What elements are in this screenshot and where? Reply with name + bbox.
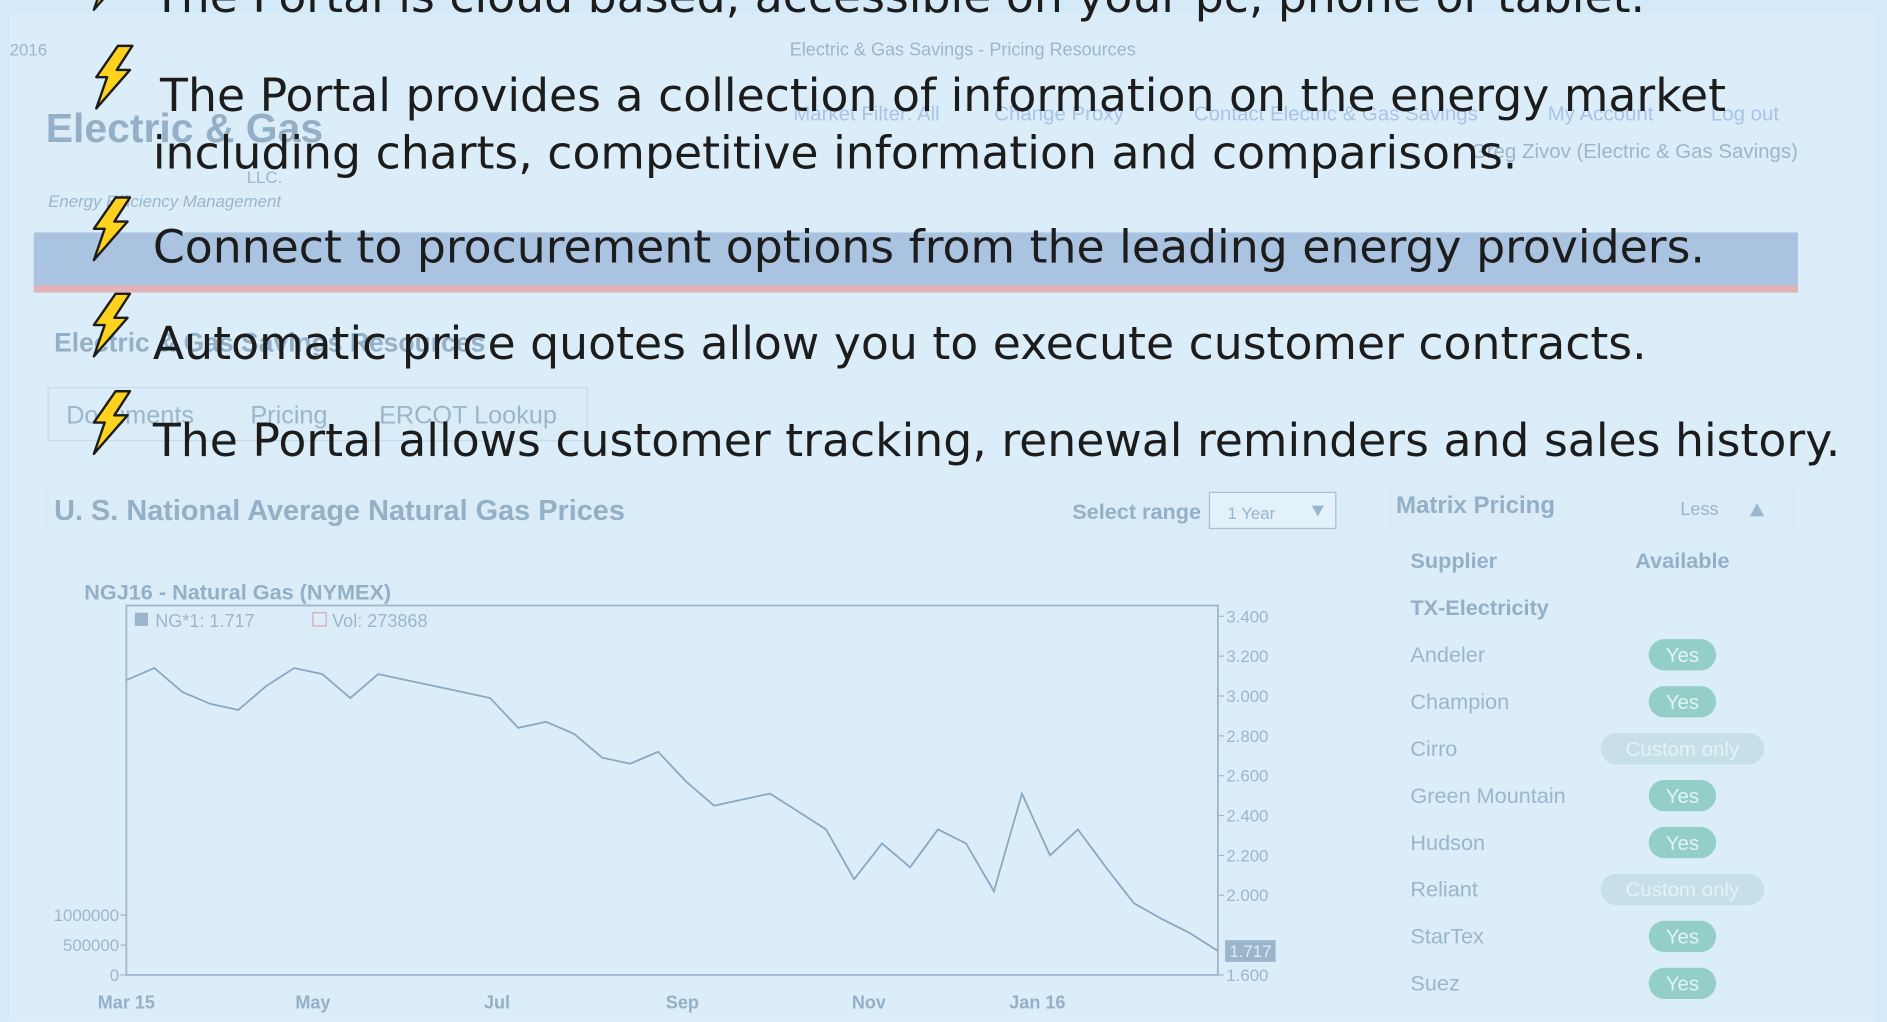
bolt-icon	[92, 196, 132, 262]
range-value[interactable]: 1 Year	[1228, 504, 1276, 523]
tabs-box	[47, 387, 588, 442]
user: Greg Zivov (Electric & Gas Savings)	[1471, 140, 1798, 163]
availability-pill	[1648, 920, 1717, 953]
range-label: Select range	[1072, 499, 1201, 524]
legend-entry: Vol: 273868	[332, 611, 427, 631]
x-tick-label: Nov	[852, 993, 886, 1013]
matrix-toggle[interactable]: Less	[1680, 499, 1718, 519]
tab[interactable]: Documents	[66, 402, 194, 430]
y-tick-label: 3.200	[1226, 647, 1268, 666]
nav-link[interactable]: Contact Electric & Gas Savings	[1194, 102, 1478, 125]
price-line	[126, 666, 1219, 952]
y-tick-label: 3.400	[1226, 607, 1268, 626]
nav-link[interactable]: Log out	[1711, 102, 1780, 125]
bullet-text: Connect to procurement options from the …	[153, 220, 1705, 273]
availability-pill	[1648, 686, 1717, 718]
legend-entry: NG*1: 1.717	[155, 611, 254, 631]
panel-header	[42, 487, 1342, 534]
availability-pill	[1648, 639, 1717, 671]
availability-pill	[1600, 873, 1765, 906]
bullet-text: The Portal allows customer tracking, ren…	[152, 414, 1840, 467]
nav-link[interactable]: Market Filter: All	[793, 102, 940, 125]
nav-link[interactable]: My Account	[1548, 102, 1654, 125]
last-price-label: 1.717	[1229, 942, 1271, 961]
x-tick-label: May	[295, 993, 330, 1013]
logo: Electric & Gas	[46, 105, 323, 151]
section-title: Electric & Gas Savings Resources	[54, 328, 485, 358]
availability: Yes	[1666, 973, 1699, 996]
availability: Yes	[1666, 926, 1699, 949]
plot-frame	[125, 604, 1219, 976]
y-tick-label: 2.000	[1226, 886, 1268, 905]
availability: Yes	[1666, 644, 1699, 667]
tagline: Energy Efficiency Management	[48, 192, 282, 211]
bullet-text: including charts, competitive informatio…	[153, 127, 1518, 180]
availability-pill	[1648, 826, 1717, 859]
y-tick-label: 3.000	[1226, 687, 1268, 706]
y-tick-label: 1.600	[1226, 966, 1268, 985]
date: 2016	[10, 40, 47, 59]
availability: Yes	[1666, 832, 1699, 855]
matrix-group: TX-Electricity	[1410, 595, 1548, 620]
supplier: Hudson	[1410, 830, 1485, 855]
y-tick-label: 2.200	[1226, 846, 1268, 865]
y2-tick-label: 500000	[63, 936, 119, 955]
column-header: Supplier	[1410, 548, 1497, 573]
y2-tick-label: 1000000	[54, 906, 120, 925]
bolt-icon	[95, 44, 134, 110]
availability-pill	[1648, 779, 1717, 812]
x-tick-label: Jul	[484, 993, 510, 1013]
nav-link[interactable]: Change Proxy	[994, 102, 1124, 125]
legend-swatch	[134, 612, 149, 626]
tab[interactable]: ERCOT Lookup	[379, 402, 557, 430]
chart-title: NGJ16 - Natural Gas (NYMEX)	[84, 579, 391, 604]
availability: Custom only	[1626, 738, 1740, 761]
column-header: Available	[1635, 548, 1729, 573]
dropdown-arrow	[1311, 505, 1324, 517]
y-tick-label: 2.800	[1226, 727, 1268, 746]
bullet-text: Automatic price quotes allow you to exec…	[153, 317, 1647, 370]
logo-sub: LLC.	[247, 168, 283, 187]
bolt-icon	[92, 292, 132, 358]
bolt-icon	[92, 0, 105, 11]
bullet-text: The Portal provides a collection of info…	[159, 69, 1726, 122]
tab[interactable]: Pricing	[250, 402, 327, 430]
supplier: Cirro	[1410, 736, 1457, 761]
toggle-arrow	[1749, 503, 1765, 517]
supplier: Suez	[1410, 971, 1459, 996]
supplier: Reliant	[1410, 877, 1477, 902]
x-tick-label: Sep	[666, 993, 699, 1013]
supplier: StarTex	[1410, 924, 1484, 949]
matrix-title: Matrix Pricing	[1396, 492, 1555, 519]
nav-stripe	[33, 285, 1798, 293]
supplier: Green Mountain	[1410, 783, 1565, 808]
panel-title: U. S. National Average Natural Gas Price…	[54, 495, 625, 527]
legend-swatch	[312, 612, 327, 627]
x-tick-label: Mar 15	[98, 993, 155, 1013]
availability-pill	[1648, 967, 1717, 999]
availability: Yes	[1666, 785, 1699, 808]
bullet-text: The Portal is cloud based, accessible on…	[152, 0, 1645, 23]
y-tick-label: 2.400	[1226, 807, 1268, 826]
availability: Custom only	[1626, 879, 1740, 902]
availability: Yes	[1666, 691, 1699, 714]
matrix-header	[1386, 487, 1796, 534]
availability-pill	[1600, 733, 1765, 765]
last-price-box	[1225, 940, 1276, 962]
y-tick-label: 2.600	[1226, 767, 1268, 786]
nav-bar	[33, 232, 1798, 291]
supplier: Andeler	[1410, 642, 1485, 667]
y2-tick-label: 0	[110, 966, 119, 985]
x-tick-label: Jan 16	[1009, 993, 1065, 1013]
site-title: Electric & Gas Savings - Pricing Resourc…	[790, 39, 1136, 59]
bolt-icon	[92, 390, 132, 456]
content: Market Filter: All Change Proxy Contact El…	[54, 0, 1840, 1013]
supplier: Champion	[1410, 689, 1509, 714]
